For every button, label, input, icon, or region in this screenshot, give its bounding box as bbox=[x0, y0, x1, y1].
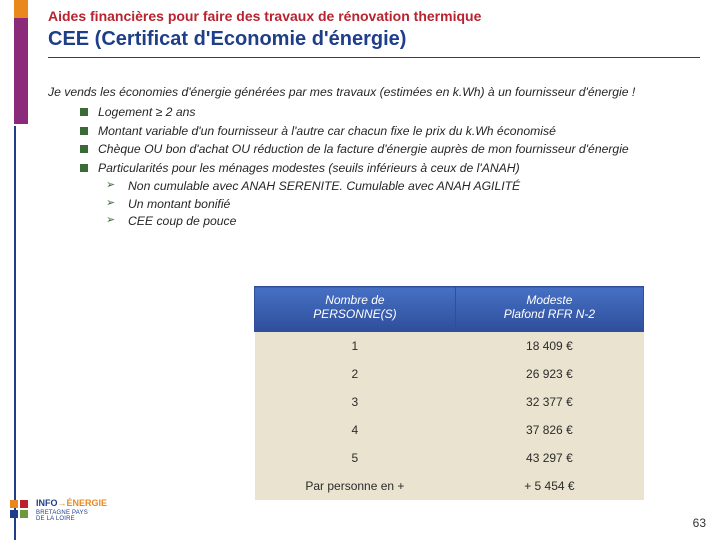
table-row: 332 377 € bbox=[255, 388, 644, 416]
accent-orange bbox=[14, 0, 28, 18]
list-item: Un montant bonifié bbox=[106, 196, 692, 212]
slide-header: Aides financières pour faire des travaux… bbox=[48, 8, 700, 58]
list-item: Montant variable d'un fournisseur à l'au… bbox=[80, 123, 692, 139]
table-row: 226 923 € bbox=[255, 360, 644, 388]
table-row: 118 409 € bbox=[255, 332, 644, 361]
page-number: 63 bbox=[693, 516, 706, 530]
col-header-plafond: Modeste Plafond RFR N-2 bbox=[455, 287, 643, 332]
list-item: Non cumulable avec ANAH SERENITE. Cumula… bbox=[106, 178, 692, 194]
threshold-table: Nombre de PERSONNE(S) Modeste Plafond RF… bbox=[254, 286, 644, 500]
logo-squares-icon bbox=[10, 500, 30, 520]
table-row: 437 826 € bbox=[255, 416, 644, 444]
intro-text: Je vends les économies d'énergie générée… bbox=[48, 84, 692, 100]
list-item: Chèque OU bon d'achat OU réduction de la… bbox=[80, 141, 692, 157]
page-title: CEE (Certificat d'Economie d'énergie) bbox=[48, 28, 700, 58]
logo-subtext: BRETAGNE PAYS DE LA LOIRE bbox=[36, 510, 96, 522]
vertical-accent-bar bbox=[14, 0, 28, 540]
list-item: CEE coup de pouce bbox=[106, 213, 692, 229]
list-item: Logement ≥ 2 ans bbox=[80, 104, 692, 120]
list-item: Particularités pour les ménages modestes… bbox=[80, 160, 692, 176]
sub-bullet-list: Non cumulable avec ANAH SERENITE. Cumula… bbox=[80, 178, 692, 229]
logo-text: INFO→ÉNERGIE bbox=[36, 498, 107, 508]
bullet-list: Logement ≥ 2 ans Montant variable d'un f… bbox=[48, 104, 692, 229]
accent-purple bbox=[14, 18, 28, 124]
table-row: Par personne en ++ 5 454 € bbox=[255, 472, 644, 500]
table-body: 118 409 € 226 923 € 332 377 € 437 826 € … bbox=[255, 332, 644, 501]
accent-blue bbox=[14, 126, 16, 540]
table: Nombre de PERSONNE(S) Modeste Plafond RF… bbox=[254, 286, 644, 500]
info-energie-logo: INFO→ÉNERGIE BRETAGNE PAYS DE LA LOIRE bbox=[10, 496, 96, 528]
supertitle: Aides financières pour faire des travaux… bbox=[48, 8, 700, 24]
col-header-persons: Nombre de PERSONNE(S) bbox=[255, 287, 456, 332]
body-content: Je vends les économies d'énergie générée… bbox=[48, 84, 692, 231]
table-row: 543 297 € bbox=[255, 444, 644, 472]
